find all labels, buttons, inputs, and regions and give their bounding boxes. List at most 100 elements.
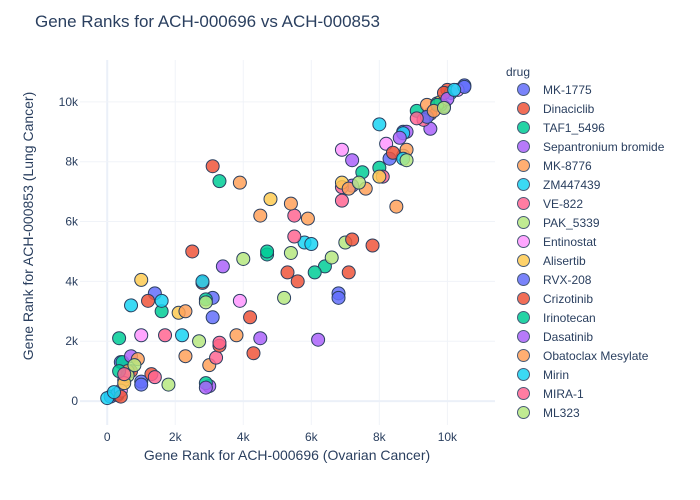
data-point[interactable] xyxy=(324,250,339,265)
x-tick-label: 2k xyxy=(169,430,183,444)
data-point[interactable] xyxy=(331,290,346,305)
data-point[interactable] xyxy=(365,238,380,253)
data-point[interactable] xyxy=(205,159,220,174)
data-point[interactable] xyxy=(311,332,326,347)
legend-marker-icon xyxy=(517,159,530,172)
data-point[interactable] xyxy=(290,274,305,289)
data-point[interactable] xyxy=(280,265,295,280)
data-point[interactable] xyxy=(385,145,400,160)
data-point[interactable] xyxy=(161,377,176,392)
data-point[interactable] xyxy=(134,272,149,287)
data-point[interactable] xyxy=(232,293,247,308)
legend-item[interactable]: ML323 xyxy=(506,403,664,422)
legend-item[interactable]: Entinostat xyxy=(506,232,664,251)
legend-item[interactable]: Alisertib xyxy=(506,251,664,270)
data-point[interactable] xyxy=(192,334,207,349)
data-point[interactable] xyxy=(287,208,302,223)
legend-item[interactable]: ZM447439 xyxy=(506,175,664,194)
data-point[interactable] xyxy=(175,328,190,343)
data-point[interactable] xyxy=(334,142,349,157)
legend-item[interactable]: Obatoclax Mesylate xyxy=(506,346,664,365)
data-point[interactable] xyxy=(195,274,210,289)
legend-item[interactable]: MIRA-1 xyxy=(506,384,664,403)
data-point[interactable] xyxy=(436,100,451,115)
data-point[interactable] xyxy=(212,335,227,350)
data-point[interactable] xyxy=(341,181,356,196)
data-point[interactable] xyxy=(185,244,200,259)
legend-item[interactable]: Mirin xyxy=(506,365,664,384)
data-point[interactable] xyxy=(246,346,261,361)
legend-item[interactable]: Irinotecan xyxy=(506,308,664,327)
data-point[interactable] xyxy=(372,117,387,132)
data-point[interactable] xyxy=(112,331,127,346)
data-point[interactable] xyxy=(117,367,132,382)
legend-marker-icon xyxy=(517,102,530,115)
data-point[interactable] xyxy=(107,385,122,400)
legend-marker-icon xyxy=(517,197,530,210)
data-point[interactable] xyxy=(260,244,275,259)
data-point[interactable] xyxy=(372,169,387,184)
data-point[interactable] xyxy=(236,251,251,266)
legend-item[interactable]: Crizotinib xyxy=(506,289,664,308)
data-point[interactable] xyxy=(127,358,142,373)
data-point[interactable] xyxy=(263,192,278,207)
legend-marker-icon xyxy=(517,311,530,324)
data-point[interactable] xyxy=(229,328,244,343)
data-point[interactable] xyxy=(243,310,258,325)
legend-item[interactable]: VE-822 xyxy=(506,194,664,213)
legend-item[interactable]: Sepantronium bromide xyxy=(506,137,664,156)
data-point[interactable] xyxy=(178,349,193,364)
data-point[interactable] xyxy=(345,232,360,247)
x-tick-label: 0 xyxy=(104,430,111,444)
legend-item[interactable]: TAF1_5496 xyxy=(506,118,664,137)
data-point[interactable] xyxy=(158,328,173,343)
data-point[interactable] xyxy=(351,175,366,190)
data-point[interactable] xyxy=(147,370,162,385)
legend-item[interactable]: Dinaciclib xyxy=(506,99,664,118)
data-point[interactable] xyxy=(447,82,462,97)
legend-item[interactable]: RVX-208 xyxy=(506,270,664,289)
legend[interactable]: drug MK-1775 Dinaciclib TAF1_5496 Sepantron… xyxy=(506,64,664,422)
data-point[interactable] xyxy=(154,293,169,308)
data-point[interactable] xyxy=(134,328,149,343)
data-point[interactable] xyxy=(307,265,322,280)
data-point[interactable] xyxy=(345,153,360,168)
data-point[interactable] xyxy=(141,293,156,308)
data-point[interactable] xyxy=(205,310,220,325)
data-point[interactable] xyxy=(215,259,230,274)
data-point[interactable] xyxy=(212,174,227,189)
data-point[interactable] xyxy=(287,229,302,244)
data-point[interactable] xyxy=(334,193,349,208)
data-point[interactable] xyxy=(399,153,414,168)
y-axis-label: Gene Rank for ACH-000853 (Lung Cancer) xyxy=(20,92,36,360)
legend-label: VE-822 xyxy=(543,196,584,211)
data-point[interactable] xyxy=(209,350,224,365)
data-point[interactable] xyxy=(409,111,424,126)
data-point[interactable] xyxy=(389,199,404,214)
legend-item[interactable]: MK-8776 xyxy=(506,156,664,175)
x-tick-label: 10k xyxy=(438,430,458,444)
legend-marker-icon xyxy=(517,406,530,419)
data-point[interactable] xyxy=(198,380,213,395)
data-point[interactable] xyxy=(124,298,139,313)
legend-marker-icon xyxy=(517,254,530,267)
legend-item[interactable]: MK-1775 xyxy=(506,80,664,99)
data-point[interactable] xyxy=(392,130,407,145)
data-point[interactable] xyxy=(232,175,247,190)
legend-item[interactable]: PAK_5339 xyxy=(506,213,664,232)
data-point[interactable] xyxy=(300,211,315,226)
legend-item[interactable]: Dasatinib xyxy=(506,327,664,346)
data-point[interactable] xyxy=(283,196,298,211)
data-point[interactable] xyxy=(341,265,356,280)
legend-label: Sepantronium bromide xyxy=(543,139,665,154)
legend-label: MIRA-1 xyxy=(543,386,584,401)
data-point[interactable] xyxy=(253,208,268,223)
data-point[interactable] xyxy=(277,290,292,305)
data-point[interactable] xyxy=(134,377,149,392)
data-point[interactable] xyxy=(198,295,213,310)
data-point[interactable] xyxy=(253,331,268,346)
data-point[interactable] xyxy=(283,245,298,260)
data-point[interactable] xyxy=(178,304,193,319)
data-point[interactable] xyxy=(304,236,319,251)
